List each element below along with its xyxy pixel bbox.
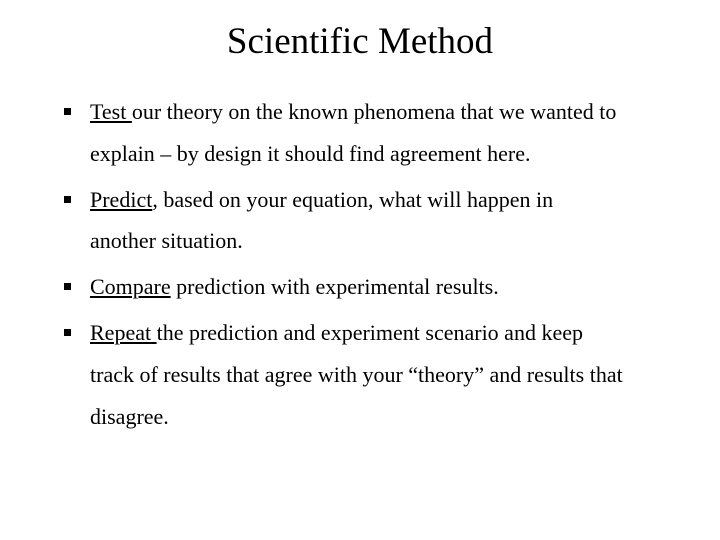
item-text: our theory on the known phenomena that w… (132, 99, 616, 124)
item-text: the prediction and experiment scenario a… (157, 320, 583, 345)
list-item: Test our theory on the known phenomena t… (60, 91, 670, 175)
item-text: prediction with experimental results. (171, 274, 499, 299)
list-item: Repeat the prediction and experiment sce… (60, 312, 670, 437)
item-text-cont: another situation. (90, 220, 670, 262)
keyword: Repeat (90, 320, 157, 345)
slide: Scientific Method Test our theory on the… (0, 0, 720, 540)
slide-title: Scientific Method (50, 20, 670, 63)
item-text: , based on your equation, what will happ… (152, 187, 553, 212)
item-text-cont: explain – by design it should find agree… (90, 133, 670, 175)
keyword: Test (90, 99, 132, 124)
keyword: Predict (90, 187, 152, 212)
item-text-cont: track of results that agree with your “t… (90, 354, 670, 438)
list-item: Compare prediction with experimental res… (60, 266, 670, 308)
keyword: Compare (90, 274, 171, 299)
bullet-list: Test our theory on the known phenomena t… (50, 91, 670, 437)
list-item: Predict, based on your equation, what wi… (60, 179, 670, 263)
